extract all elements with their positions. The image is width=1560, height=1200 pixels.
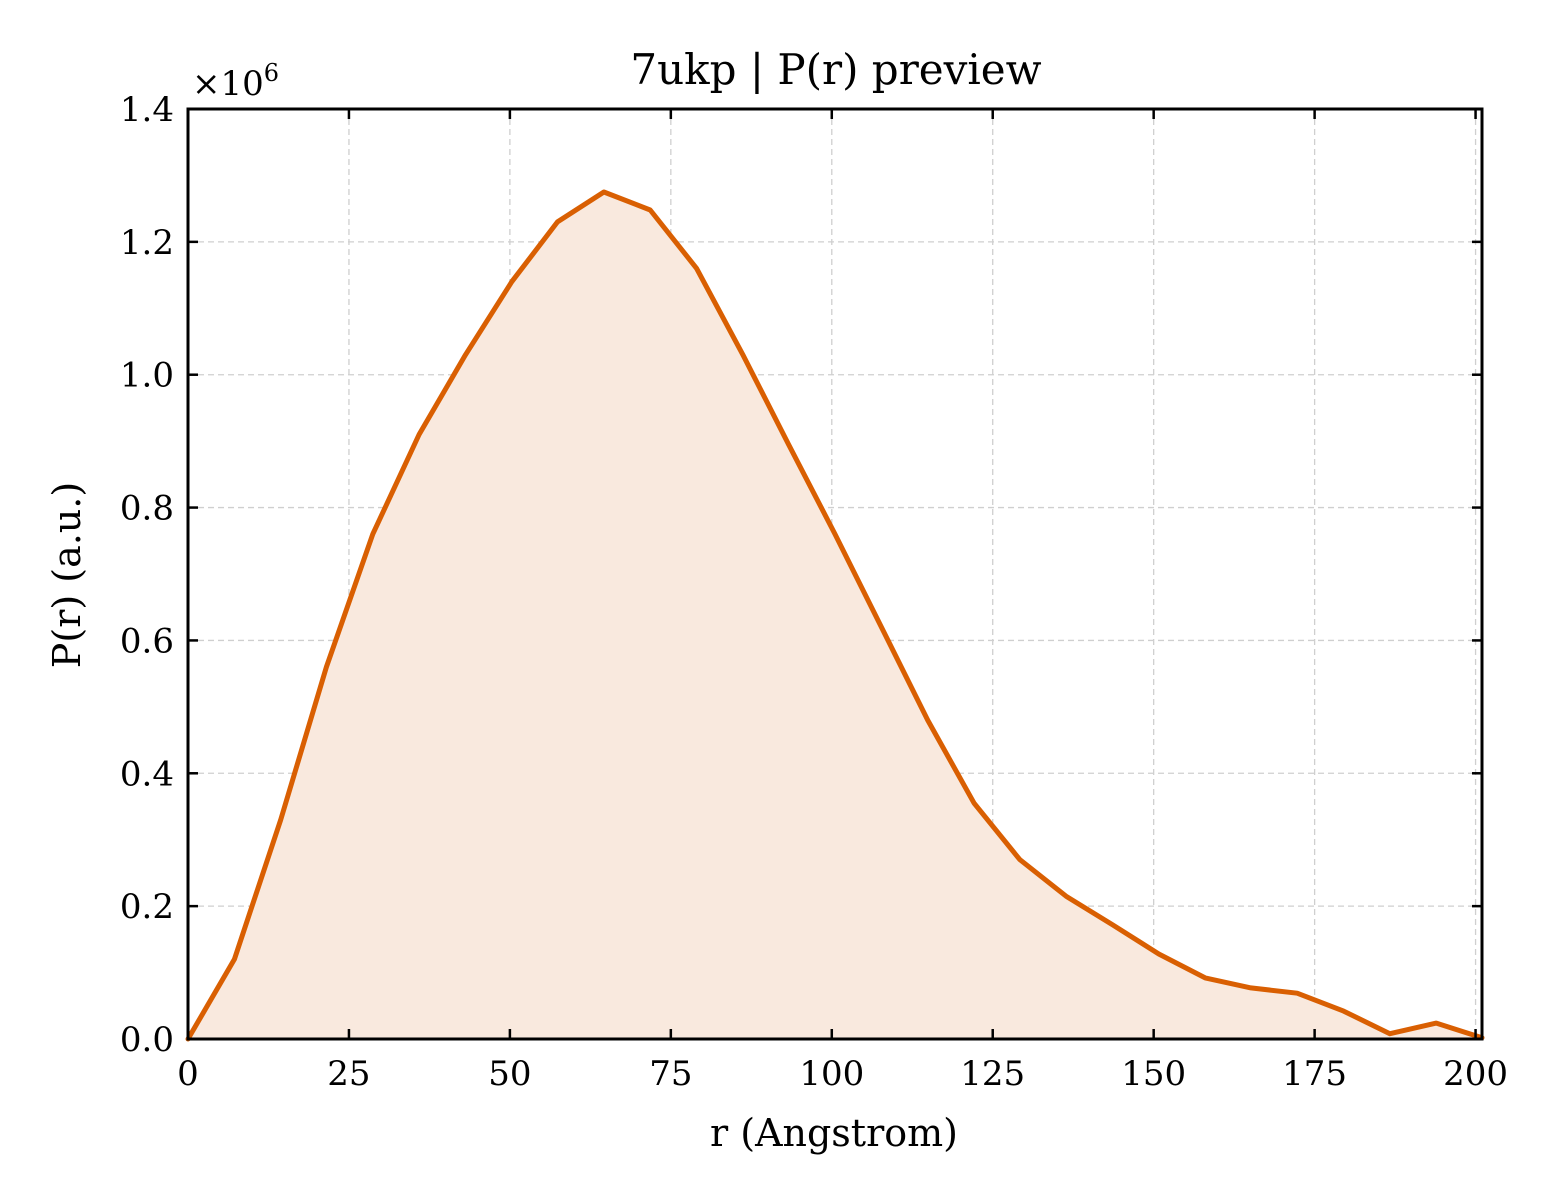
y-tick-label: 0.6: [120, 621, 174, 661]
y-axis-label: P(r) (a.u.): [45, 482, 89, 668]
y-multiplier: ×106: [192, 59, 279, 104]
y-tick-label: 1.2: [120, 223, 174, 263]
area-layer: [188, 192, 1482, 1039]
x-tick-label: 150: [1121, 1054, 1186, 1094]
x-tick-label: 75: [649, 1054, 692, 1094]
y-tick-label: 0.8: [120, 489, 174, 529]
x-tick-label: 175: [1282, 1054, 1347, 1094]
y-tick-label: 1.0: [120, 356, 174, 396]
x-tick-label: 50: [488, 1054, 531, 1094]
series-area-fill: [188, 192, 1482, 1039]
y-tick-label: 0.0: [120, 1020, 174, 1060]
y-tick-label: 0.2: [120, 887, 174, 927]
y-multiplier-exponent: 6: [264, 59, 279, 87]
y-tick-label: 0.4: [120, 754, 174, 794]
y-multiplier-base: ×10: [192, 64, 264, 104]
x-tick-label: 100: [799, 1054, 864, 1094]
plot-frame: [186, 107, 1484, 1041]
x-tick-label: 200: [1443, 1054, 1508, 1094]
x-tick-label: 25: [327, 1054, 370, 1094]
x-tick-label: 125: [960, 1054, 1025, 1094]
x-tick-label: 0: [177, 1054, 199, 1094]
y-tick-label: 1.4: [120, 90, 174, 130]
tick-layer: 0 25 50 75 100 125 150 175 200 0.0 0.2 0.4 0.6 0.8 1.0…: [120, 90, 1508, 1094]
chart-title: 7ukp | P(r) preview: [630, 45, 1041, 94]
x-axis-label: r (Angstrom): [710, 1111, 958, 1155]
